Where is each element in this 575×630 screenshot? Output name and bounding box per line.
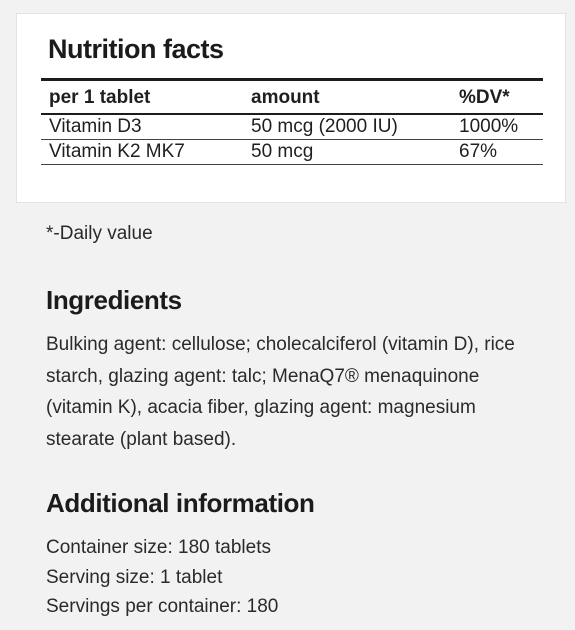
ingredients-heading: Ingredients (46, 285, 182, 315)
list-item: Container size: 180 tablets (46, 537, 271, 558)
list-item: Serving size: 1 tablet (46, 566, 223, 588)
table-row: Vitamin K2 MK7 50 mcg 67% (41, 139, 543, 165)
nutrient-name: Vitamin D3 (41, 113, 243, 140)
ingredients-text: Bulking agent: cellulose; cholecalcifero… (46, 334, 515, 450)
nutrient-amount: 50 mcg (243, 139, 451, 165)
table-header-row: per 1 tablet amount %DV* (41, 79, 543, 114)
list-item: Servings per container: 180 (46, 596, 279, 617)
additional-information-list: Container size: 180 tablets Serving size… (46, 533, 278, 622)
nutrient-daily-value: 1000% (451, 113, 543, 140)
header-amount: amount (251, 86, 320, 108)
header-per-tablet: per 1 tablet (49, 86, 151, 108)
nutrition-facts-card: Nutrition facts per 1 tablet amount %DV*… (16, 13, 566, 203)
daily-value-footnote: *-Daily value (46, 223, 153, 244)
table-row: Vitamin D3 50 mcg (2000 IU) 1000% (41, 113, 543, 140)
nutrient-name: Vitamin K2 MK7 (41, 139, 243, 165)
nutrient-amount: 50 mcg (2000 IU) (243, 113, 451, 140)
nutrient-daily-value: 67% (451, 139, 543, 165)
additional-information-heading: Additional information (46, 488, 315, 518)
header-daily-value: %DV* (459, 86, 510, 108)
nutrition-facts-title: Nutrition facts (48, 34, 224, 64)
nutrition-table: per 1 tablet amount %DV* Vitamin D3 50 m… (41, 78, 543, 165)
